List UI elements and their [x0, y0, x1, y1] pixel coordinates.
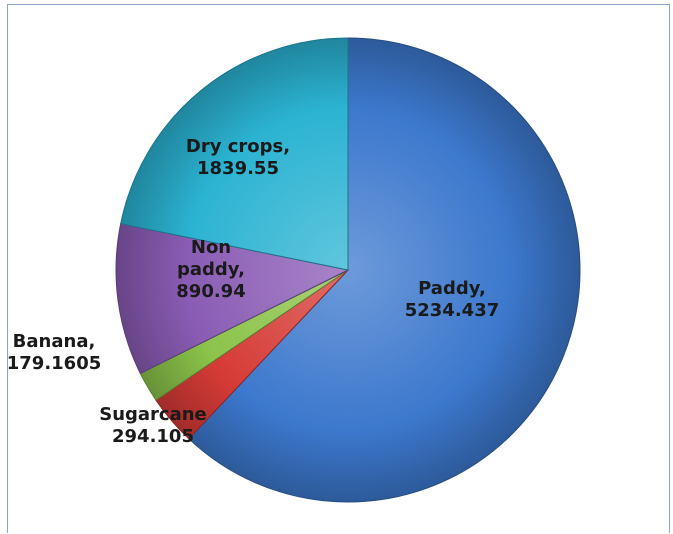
data-label-sugarcane: Sugarcane 294.105: [99, 404, 207, 447]
pie-slice-dry-crops: [120, 37, 349, 271]
chart-frame: Paddy, 5234.437 Sugarcane 294.105 Banana, 179…: [7, 4, 670, 533]
pie-slice-paddy: [188, 37, 581, 503]
slices-layer: [115, 37, 581, 503]
data-label-dry-crops: Dry crops, 1839.55: [186, 136, 290, 179]
data-label-banana: Banana, 179.1605: [8, 331, 101, 374]
data-label-non-paddy: Non paddy, 890.94: [176, 237, 245, 302]
data-label-paddy: Paddy, 5234.437: [405, 278, 500, 321]
pie-chart: Paddy, 5234.437 Sugarcane 294.105 Banana, 179…: [8, 37, 581, 503]
pie-slice-non-paddy: [115, 223, 350, 375]
labels-layer: Paddy, 5234.437 Sugarcane 294.105 Banana, 179…: [8, 136, 499, 447]
